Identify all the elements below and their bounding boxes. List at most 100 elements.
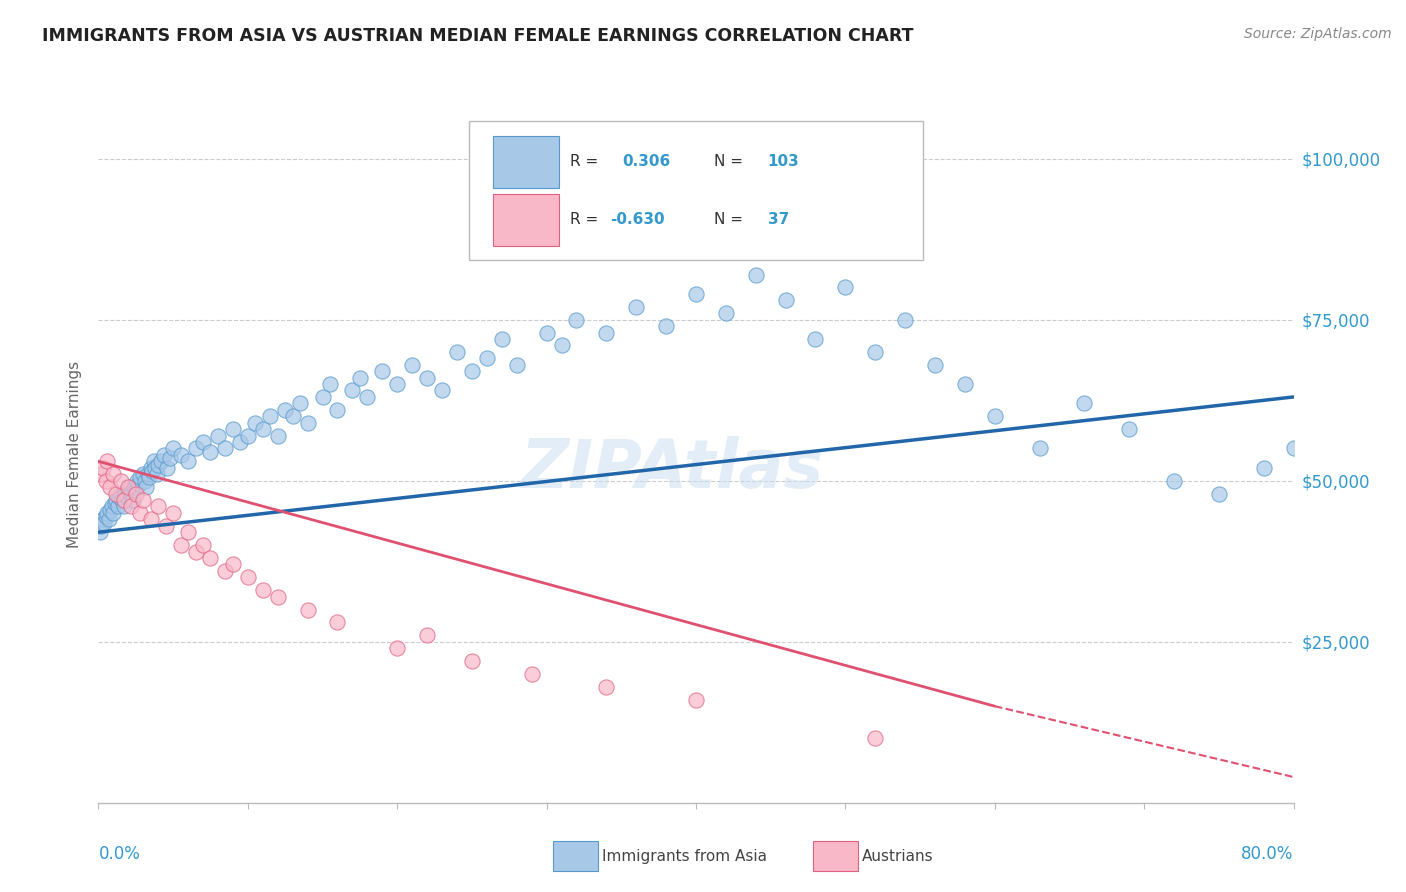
Point xyxy=(252,583,274,598)
Point xyxy=(129,470,152,484)
Point xyxy=(89,525,111,540)
Point xyxy=(200,444,222,458)
Point xyxy=(142,454,165,468)
Text: 37: 37 xyxy=(768,212,789,227)
Point xyxy=(112,500,135,514)
Point xyxy=(120,486,142,500)
FancyBboxPatch shape xyxy=(494,194,558,246)
Point xyxy=(326,615,349,630)
Point xyxy=(184,442,207,456)
Point xyxy=(107,500,129,514)
Point xyxy=(245,416,267,430)
Point xyxy=(984,409,1007,424)
Point xyxy=(222,422,245,436)
Point xyxy=(112,493,135,508)
Point xyxy=(97,512,120,526)
Point xyxy=(105,486,128,500)
Point xyxy=(121,493,143,508)
Point xyxy=(125,486,148,500)
Point xyxy=(834,280,856,294)
Point xyxy=(326,402,349,417)
Point xyxy=(90,518,112,533)
Text: Austrians: Austrians xyxy=(862,849,934,863)
Point xyxy=(93,516,115,530)
Point xyxy=(135,480,157,494)
Y-axis label: Median Female Earnings: Median Female Earnings xyxy=(67,361,83,549)
FancyBboxPatch shape xyxy=(494,136,558,188)
Point xyxy=(105,493,128,508)
Point xyxy=(200,551,222,566)
Point xyxy=(461,654,484,668)
Point xyxy=(124,480,146,494)
Point xyxy=(155,518,177,533)
Point xyxy=(491,332,513,346)
Point xyxy=(128,476,150,491)
Point xyxy=(401,358,423,372)
Point xyxy=(865,344,887,359)
Point xyxy=(236,428,259,442)
Point xyxy=(416,628,439,642)
Point xyxy=(288,396,311,410)
Point xyxy=(132,493,155,508)
Text: Source: ZipAtlas.com: Source: ZipAtlas.com xyxy=(1244,27,1392,41)
Point xyxy=(714,306,737,320)
Point xyxy=(1118,422,1140,436)
Text: N =: N = xyxy=(714,212,742,227)
Point xyxy=(319,377,342,392)
Point xyxy=(134,474,156,488)
Point xyxy=(110,486,132,500)
Text: IMMIGRANTS FROM ASIA VS AUSTRIAN MEDIAN FEMALE EARNINGS CORRELATION CHART: IMMIGRANTS FROM ASIA VS AUSTRIAN MEDIAN … xyxy=(42,27,914,45)
Point xyxy=(177,454,200,468)
Point xyxy=(259,409,281,424)
Point xyxy=(953,377,976,392)
Point xyxy=(153,448,176,462)
Point xyxy=(145,467,167,482)
Point xyxy=(924,358,946,372)
Point xyxy=(1163,474,1185,488)
Point xyxy=(108,490,131,504)
Text: R =: R = xyxy=(571,153,599,169)
Point xyxy=(91,512,114,526)
Text: ZIPAtlas: ZIPAtlas xyxy=(520,436,824,502)
Point xyxy=(132,467,155,482)
Point xyxy=(138,470,160,484)
Point xyxy=(136,467,159,482)
Point xyxy=(536,326,558,340)
Point xyxy=(103,506,125,520)
Point xyxy=(1282,442,1305,456)
Point xyxy=(214,442,236,456)
Point xyxy=(655,319,678,334)
Point xyxy=(550,338,572,352)
Point xyxy=(117,483,139,498)
Point xyxy=(207,428,229,442)
Point xyxy=(565,312,588,326)
Point xyxy=(104,496,127,510)
Point xyxy=(143,460,166,475)
Point xyxy=(236,570,259,584)
Point xyxy=(297,602,319,616)
Point xyxy=(311,390,333,404)
Point xyxy=(267,428,290,442)
Point xyxy=(184,544,207,558)
Point xyxy=(90,467,112,482)
Point xyxy=(1028,442,1050,456)
Point xyxy=(111,493,134,508)
Point xyxy=(685,692,707,706)
Text: 0.0%: 0.0% xyxy=(98,845,141,863)
Point xyxy=(281,409,304,424)
Point xyxy=(229,435,252,450)
Point xyxy=(274,402,297,417)
Point xyxy=(775,293,797,308)
Point xyxy=(94,474,117,488)
Point xyxy=(214,564,236,578)
Point xyxy=(520,667,543,681)
Point xyxy=(150,454,173,468)
Point xyxy=(1073,396,1095,410)
Point xyxy=(371,364,394,378)
FancyBboxPatch shape xyxy=(470,121,922,260)
Text: 103: 103 xyxy=(768,153,800,169)
Point xyxy=(267,590,290,604)
Point xyxy=(385,377,409,392)
Point xyxy=(595,680,617,694)
Point xyxy=(114,486,136,500)
